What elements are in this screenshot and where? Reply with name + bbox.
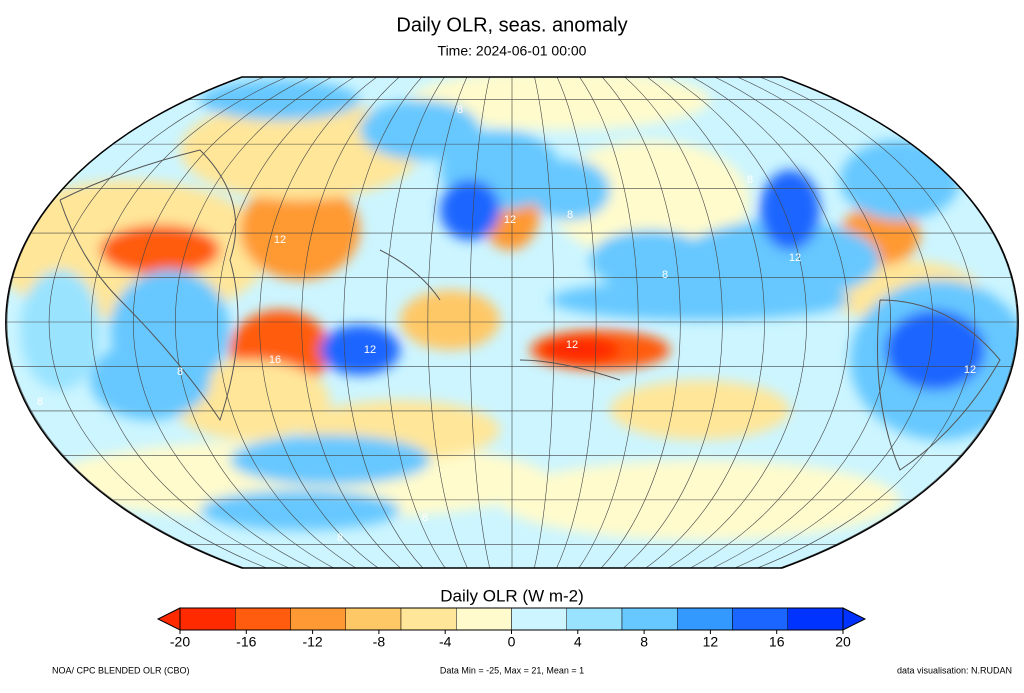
colorbar-swatch	[456, 607, 512, 631]
colorbar-extend-high	[842, 607, 867, 631]
colorbar-label: Daily OLR (W m-2)	[440, 586, 584, 605]
contour-label: 12	[789, 252, 801, 264]
colorbar-tick-label: 12	[703, 634, 719, 650]
anomaly-region	[230, 435, 430, 485]
anomaly-region	[180, 100, 420, 200]
contour-label: 12	[274, 234, 286, 246]
meridian	[48, 77, 976, 568]
contour-label: 8	[177, 366, 183, 378]
colorbar-swatch	[566, 607, 623, 631]
contour-label: 8	[457, 104, 463, 116]
colorbar-swatch	[290, 607, 346, 631]
meridian	[217, 77, 807, 568]
meridian	[132, 77, 892, 568]
colorbar-swatch	[345, 607, 402, 631]
colorbar-tick-label: 16	[769, 634, 785, 650]
colorbar-tick-label: 8	[640, 634, 648, 650]
colorbar-swatch	[235, 607, 291, 631]
colorbar-swatch	[732, 607, 788, 631]
meridian	[301, 77, 723, 568]
contour-label: 16	[269, 354, 281, 366]
anomaly-region	[410, 77, 710, 130]
contour-label: 8	[567, 209, 573, 221]
colorbar-swatch	[621, 607, 678, 631]
anomaly-region	[440, 180, 500, 240]
title: Daily OLR, seas. anomaly	[396, 14, 627, 36]
anomaly-region	[320, 325, 400, 375]
colorbar-swatch	[511, 607, 567, 631]
anomaly-region	[200, 490, 400, 530]
anomaly-region	[100, 225, 220, 275]
anomaly-region	[90, 340, 210, 420]
colorbar-swatch	[179, 607, 236, 631]
meridian	[175, 77, 849, 568]
contour-label: 12	[364, 344, 376, 356]
contour-label: 8	[662, 269, 668, 281]
anomaly-region	[20, 270, 100, 390]
anomaly-region	[590, 230, 710, 290]
meridian	[343, 77, 681, 568]
colorbar-tick-label: -8	[373, 634, 386, 650]
anomaly-region	[610, 380, 790, 440]
colorbar: -20 -16 -12 -8 -4 0 4 8 12 16 20	[156, 607, 867, 650]
colorbar-tick-label: 4	[574, 634, 582, 650]
meridian	[427, 77, 597, 568]
anomaly-region	[885, 310, 985, 390]
contour-label: 12	[566, 339, 578, 351]
coastline	[59, 149, 1001, 471]
anomaly-region	[400, 290, 500, 350]
footer-right: data visualisation: N.RUDAN	[897, 665, 1012, 675]
footer-center: Data Min = -25, Max = 21, Mean = 1	[440, 665, 584, 675]
anomaly-region	[540, 336, 620, 364]
anomaly-region	[530, 160, 610, 220]
contour-label: 8	[337, 532, 343, 544]
meridian	[90, 77, 934, 568]
contour-label: 12	[504, 214, 516, 226]
anomaly-region	[550, 280, 850, 320]
anomaly-region	[680, 220, 880, 300]
anomaly-region	[200, 80, 360, 120]
colorbar-swatch	[787, 607, 844, 631]
colorbar-tick-label: -20	[170, 634, 190, 650]
anomaly-region	[360, 100, 480, 160]
subtitle: Time: 2024-06-01 00:00	[438, 43, 587, 59]
contour-label: 8	[422, 512, 428, 524]
colorbar-tick-label: -12	[302, 634, 322, 650]
contour-label: 8	[37, 396, 43, 408]
colorbar-tick-label: 20	[835, 634, 851, 650]
anomaly-region	[240, 180, 360, 280]
meridian	[385, 77, 639, 568]
colorbar-tick-label: -4	[439, 634, 452, 650]
colorbar-tick-label: 0	[508, 634, 516, 650]
meridian	[6, 77, 1018, 568]
colorbar-extend-low	[156, 607, 181, 631]
footer-left: NOA/ CPC BLENDED OLR (CBO)	[52, 665, 190, 675]
anomaly-region	[840, 140, 960, 220]
anomaly-region	[550, 140, 750, 260]
anomaly-region	[760, 170, 820, 250]
globe-outline	[5, 76, 1019, 569]
colorbar-tick-label: -16	[236, 634, 256, 650]
contour-label: 8	[747, 174, 753, 186]
meridian	[259, 77, 765, 568]
meridian	[469, 77, 555, 568]
colorbar-swatch	[677, 607, 733, 631]
contour-label: 12	[964, 364, 976, 376]
colorbar-swatch	[400, 607, 457, 631]
